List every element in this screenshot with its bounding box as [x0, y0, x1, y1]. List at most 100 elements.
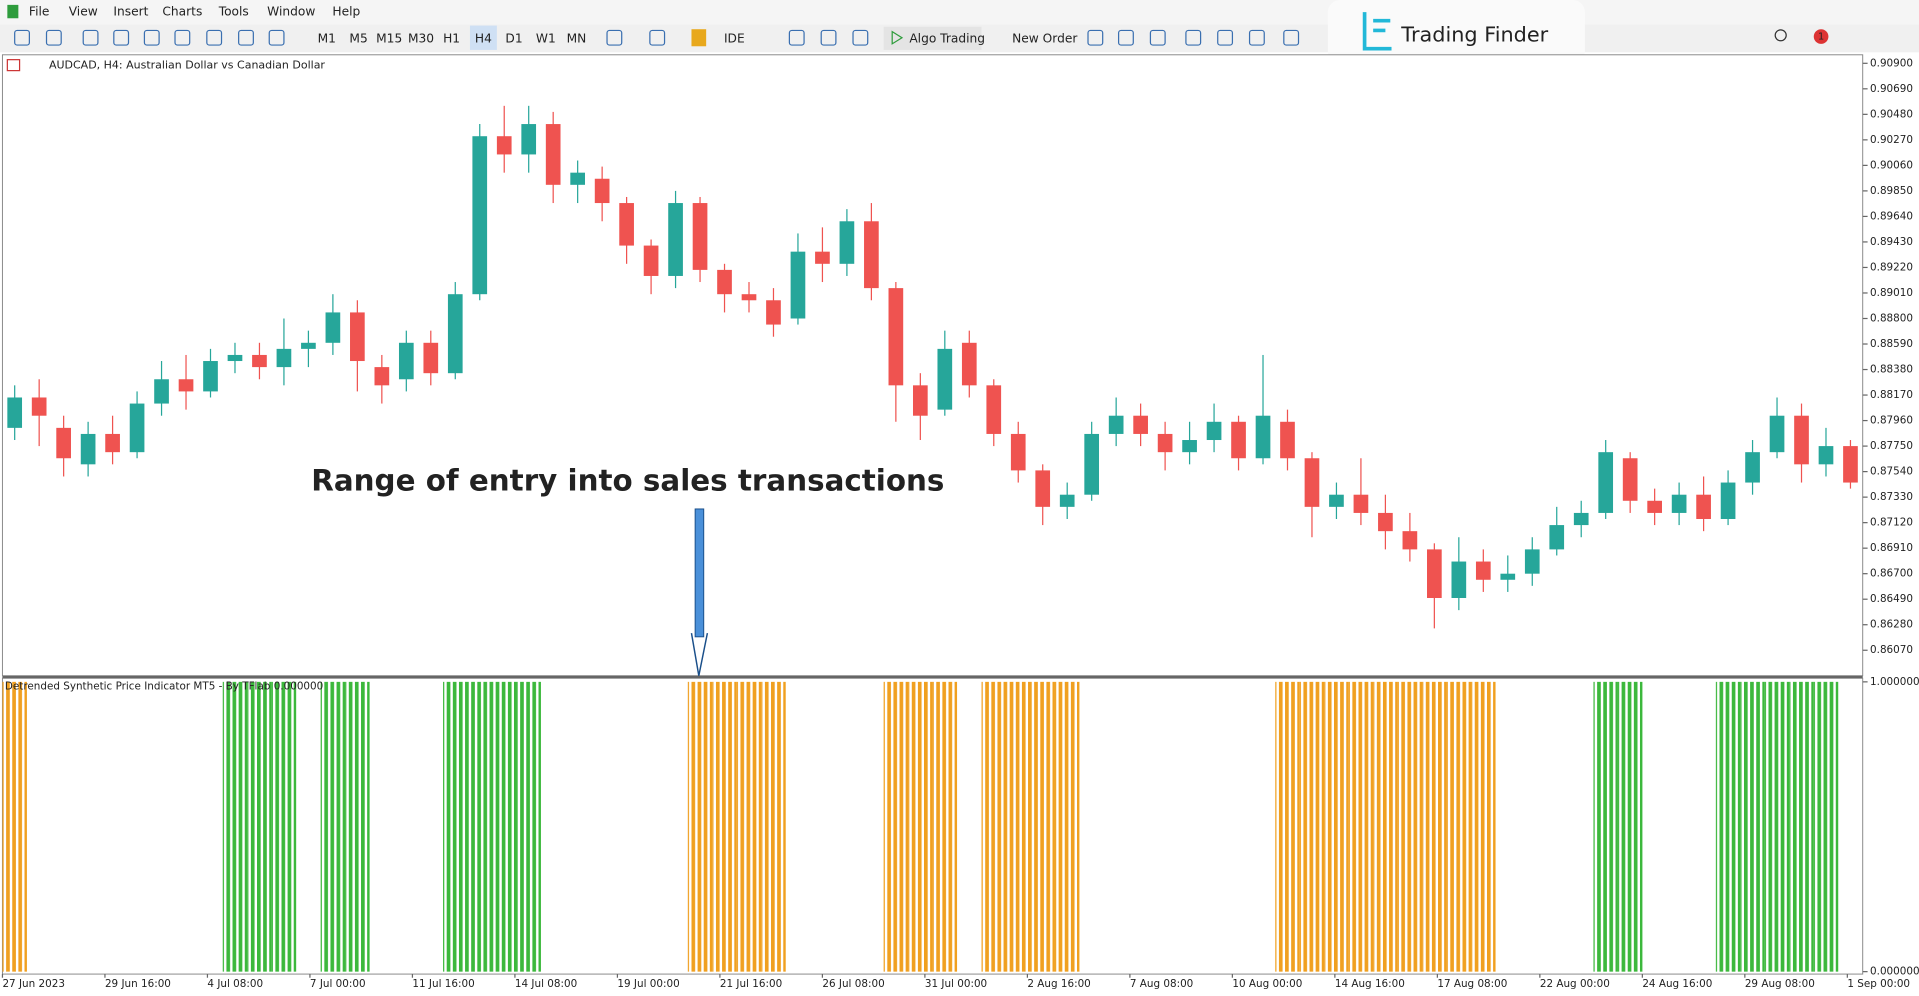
indicator-bar [443, 681, 468, 972]
timeframe-button[interactable]: D1 [505, 31, 522, 45]
tool-icon[interactable] [238, 29, 254, 46]
tool-icon[interactable] [14, 29, 30, 46]
tool-icon[interactable] [649, 29, 666, 46]
tool-icon[interactable] [1185, 29, 1202, 46]
candle-body [1035, 470, 1051, 507]
indicator-bar [908, 681, 933, 972]
menu-item[interactable]: Charts [162, 5, 202, 19]
candle-body [1353, 494, 1369, 513]
candle-body [1378, 512, 1393, 532]
candle-body [472, 136, 488, 295]
candle-body [496, 136, 512, 155]
indicator-bar [1373, 681, 1398, 972]
tool-icon[interactable] [113, 29, 130, 46]
y-tick-label: 0.87330 [1870, 491, 1913, 503]
y-tick-label: 0.86910 [1870, 542, 1913, 554]
algo-trading-button[interactable]: Algo Trading [909, 31, 985, 45]
tool-icon[interactable] [174, 29, 191, 46]
candle-body [912, 385, 928, 416]
menu-item[interactable]: View [69, 5, 98, 19]
candle-body [423, 342, 439, 374]
y-tick-label: 0.90690 [1870, 83, 1913, 95]
timeframe-button[interactable]: H4 [475, 31, 492, 45]
menu-item[interactable]: Window [267, 5, 315, 19]
indicator-bar [320, 681, 346, 972]
candle-body [1475, 561, 1491, 580]
timeframe-button[interactable]: W1 [536, 31, 556, 45]
tool-icon[interactable] [1087, 29, 1104, 46]
candle-body [643, 245, 659, 276]
tool-icon[interactable] [1217, 29, 1234, 46]
candle-body [839, 221, 855, 264]
indicator-bar [271, 681, 297, 972]
y-tick-label: 0.88170 [1870, 389, 1913, 401]
indicator-bar [736, 681, 762, 972]
timeframe-button[interactable]: M5 [349, 31, 367, 45]
tool-icon[interactable] [1117, 29, 1134, 46]
tool-icon[interactable] [1248, 29, 1265, 46]
indicator-bar [687, 681, 713, 972]
algo-button-bg [883, 26, 982, 50]
candle-body [1133, 415, 1148, 434]
tool-icon[interactable] [1149, 29, 1166, 46]
candle-body [1010, 433, 1026, 471]
timeframe-button[interactable]: M1 [318, 31, 336, 45]
y-tick-label: 0.89430 [1870, 236, 1913, 248]
y-tick-label: 0.90060 [1870, 159, 1913, 171]
tool-icon[interactable] [606, 29, 623, 46]
tool-icon[interactable] [1283, 29, 1300, 46]
annotation-arrow [694, 508, 705, 638]
candle-body [1304, 458, 1320, 507]
tool-icon[interactable] [82, 29, 99, 46]
x-tick-label: 27 Jun 2023 [2, 978, 64, 990]
indicator-bar [1813, 681, 1839, 972]
candle-body [668, 203, 683, 276]
x-tick-label: 11 Jul 16:00 [412, 978, 474, 990]
tool-icon[interactable] [143, 29, 160, 46]
tool-icon[interactable] [45, 29, 62, 46]
chart-icon [6, 59, 21, 72]
candle-body [1402, 531, 1418, 550]
search-icon[interactable] [1774, 29, 1787, 42]
tool-icon[interactable] [788, 29, 805, 46]
timeframe-button[interactable]: M30 [408, 31, 434, 45]
candle-body [1622, 458, 1638, 501]
timeframe-button[interactable]: MN [567, 31, 587, 45]
indicator-bar [1617, 681, 1643, 972]
indicator-bar [467, 681, 492, 972]
x-tick-label: 7 Jul 00:00 [310, 978, 366, 990]
candle-body [1108, 415, 1124, 434]
menu-item[interactable]: Tools [218, 5, 249, 19]
candle-body [937, 348, 953, 410]
menu-item[interactable]: Help [332, 5, 360, 19]
y-tick-label: 0.87120 [1870, 517, 1913, 529]
indicator-bar [1299, 681, 1325, 972]
ide-button[interactable]: IDE [724, 31, 745, 45]
y-tick-label: 0.86490 [1870, 593, 1913, 605]
tool-icon[interactable] [206, 29, 223, 46]
candle-body [1206, 421, 1222, 441]
timeframe-button[interactable]: M15 [376, 31, 402, 45]
candle-body [570, 172, 586, 185]
indicator-bar [1030, 681, 1055, 972]
y-tick-label: 0.89640 [1870, 210, 1913, 222]
candle-body [56, 427, 71, 459]
x-tick-label: 31 Jul 00:00 [925, 978, 987, 990]
candle-body [1745, 452, 1760, 483]
tool-icon[interactable] [820, 29, 837, 46]
menu-item[interactable]: Insert [113, 5, 148, 19]
indicator-bar [1764, 681, 1790, 972]
candle-body [1524, 549, 1540, 574]
y-tick-label: 0.86700 [1870, 568, 1913, 580]
x-tick-label: 17 Aug 08:00 [1437, 978, 1507, 990]
menu-item[interactable]: File [29, 5, 49, 19]
tool-icon[interactable] [852, 29, 869, 46]
timeframe-button[interactable]: H1 [443, 31, 460, 45]
candle-body [741, 294, 757, 301]
tool-icon[interactable] [268, 29, 285, 46]
main-panel [1, 54, 1864, 677]
new-order-button[interactable]: New Order [1012, 31, 1078, 45]
indicator-bar [345, 681, 370, 972]
